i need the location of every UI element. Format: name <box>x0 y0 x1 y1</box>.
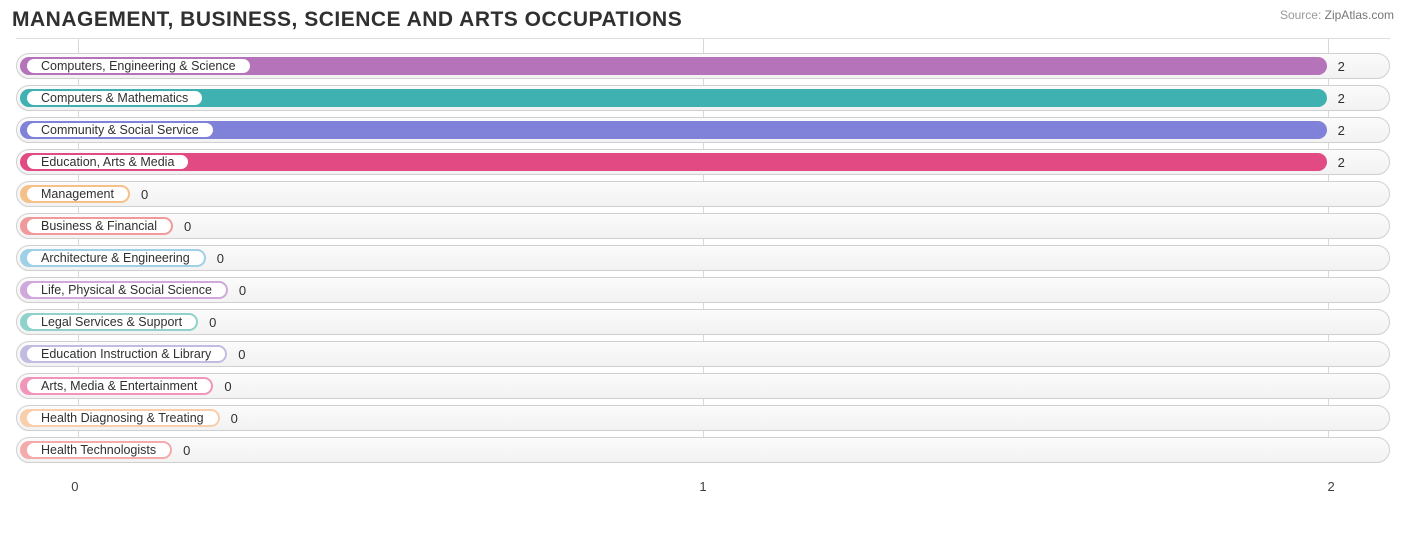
value-label: 0 <box>231 406 238 430</box>
category-label-pill: Life, Physical & Social Science <box>25 281 228 299</box>
value-label: 0 <box>239 278 246 302</box>
bar-track: Education Instruction & Library 0 <box>16 341 1390 367</box>
source-attribution: Source: ZipAtlas.com <box>1280 8 1394 22</box>
chart-container: Computers, Engineering & Science2Compute… <box>12 38 1394 499</box>
value-label: 0 <box>184 214 191 238</box>
bar-track: Health Diagnosing & Treating 0 <box>16 405 1390 431</box>
chart-title: MANAGEMENT, BUSINESS, SCIENCE AND ARTS O… <box>12 8 682 32</box>
category-label-pill: Business & Financial <box>25 217 173 235</box>
bar-track: Computers & Mathematics 2 <box>16 85 1390 111</box>
bar-track: Health Technologists 0 <box>16 437 1390 463</box>
bar-track: Life, Physical & Social Science 0 <box>16 277 1390 303</box>
category-label-pill: Community & Social Service <box>25 121 215 139</box>
value-label: 2 <box>1338 150 1345 174</box>
value-label: 2 <box>1338 54 1345 78</box>
bar-track: Business & Financial 0 <box>16 213 1390 239</box>
plot-area: Computers, Engineering & Science2Compute… <box>16 38 1390 475</box>
bar-track: Community & Social Service 2 <box>16 117 1390 143</box>
x-tick-label: 2 <box>1328 479 1335 494</box>
source-label: Source: <box>1280 8 1321 22</box>
value-label: 2 <box>1338 118 1345 142</box>
x-tick-label: 0 <box>71 479 78 494</box>
bar-track: Management 0 <box>16 181 1390 207</box>
bar-track: Legal Services & Support 0 <box>16 309 1390 335</box>
value-label: 0 <box>183 438 190 462</box>
value-label: 0 <box>141 182 148 206</box>
bar-track: Education, Arts & Media 2 <box>16 149 1390 175</box>
bar-fill <box>20 89 1327 107</box>
category-label-pill: Education, Arts & Media <box>25 153 190 171</box>
bar-track: Computers, Engineering & Science 2 <box>16 53 1390 79</box>
value-label: 2 <box>1338 86 1345 110</box>
value-label: 0 <box>217 246 224 270</box>
value-label: 0 <box>224 374 231 398</box>
bar-track: Architecture & Engineering 0 <box>16 245 1390 271</box>
source-name: ZipAtlas.com <box>1325 8 1394 22</box>
category-label-pill: Architecture & Engineering <box>25 249 206 267</box>
bar-fill <box>20 153 1327 171</box>
category-label-pill: Management <box>25 185 130 203</box>
category-label-pill: Legal Services & Support <box>25 313 198 331</box>
category-label-pill: Computers, Engineering & Science <box>25 57 252 75</box>
category-label-pill: Health Diagnosing & Treating <box>25 409 220 427</box>
bar-fill <box>20 121 1327 139</box>
x-axis: 0 1 2 <box>12 479 1394 499</box>
value-label: 0 <box>238 342 245 366</box>
x-tick-label: 1 <box>699 479 706 494</box>
category-label-pill: Education Instruction & Library <box>25 345 227 363</box>
category-label-pill: Computers & Mathematics <box>25 89 204 107</box>
value-label: 0 <box>209 310 216 334</box>
category-label-pill: Arts, Media & Entertainment <box>25 377 213 395</box>
chart-header: MANAGEMENT, BUSINESS, SCIENCE AND ARTS O… <box>12 8 1394 38</box>
category-label-pill: Health Technologists <box>25 441 172 459</box>
bar-track: Arts, Media & Entertainment 0 <box>16 373 1390 399</box>
